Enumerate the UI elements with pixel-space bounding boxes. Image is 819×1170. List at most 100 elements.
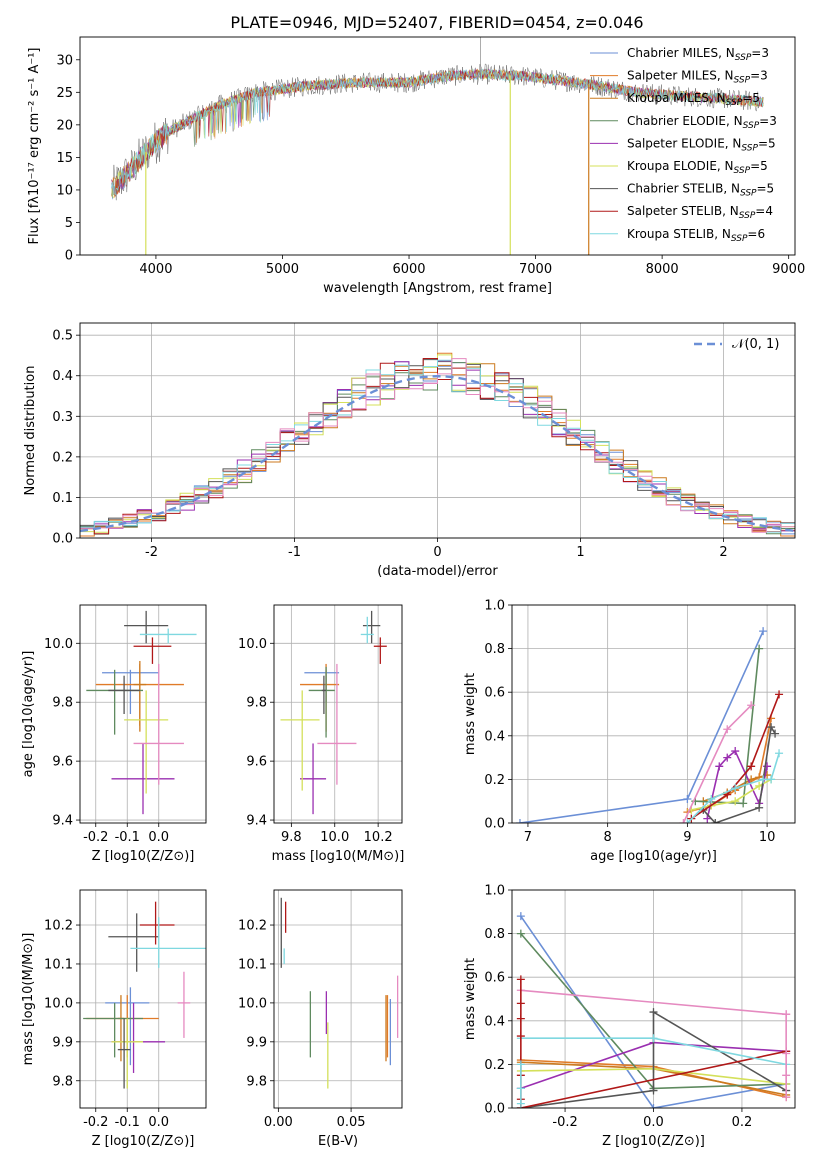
plot-area: [86, 610, 197, 815]
mass-weight-vs-age-panel: 7 8 9 10 0.0 0.2 0.4 0.6 0.8 1.0 age [log10(age/yr…: [463, 599, 796, 864]
axes-frame: [79, 322, 796, 539]
x-tick-label: 6000: [392, 262, 425, 277]
axes-frame: [79, 36, 796, 256]
y-tick-label: 0: [65, 249, 73, 264]
x-axis-label: Z [log10(Z/Z⊙)]: [602, 1134, 705, 1149]
x-axis-label: Z [log10(Z/Z⊙)]: [92, 849, 195, 864]
plot-area: [111, 37, 764, 255]
legend-label-count: =3: [750, 69, 768, 83]
marker-plus: [755, 644, 764, 653]
legend-label-subscript: SSP: [734, 76, 751, 86]
y-tick-label: 9.9: [52, 1035, 73, 1050]
y-tick-label: 0.6: [484, 971, 505, 986]
y-tick-label: 0.2: [52, 450, 73, 465]
marker-plus: [767, 723, 776, 732]
y-tick-label: 0.6: [484, 686, 505, 701]
legend-label-count: =5: [750, 159, 768, 173]
mass-weight-line: [520, 1050, 787, 1108]
marker-plus: [516, 999, 525, 1008]
x-tick-label: 0.0: [643, 1115, 664, 1130]
x-tick-label: 2: [719, 545, 727, 560]
x-tick-label: 1: [576, 545, 584, 560]
age-vs-mass-panel: 9.8 10.0 10.2 9.4 9.6 9.8 10.0 mass [log10(M/M⊙…: [238, 604, 404, 864]
plot-area: [83, 901, 206, 1089]
y-tick-label: 15: [56, 151, 73, 166]
axes-frame: [273, 604, 403, 824]
x-tick-label: -2: [145, 545, 158, 560]
legend-label: Chabrier STELIB, NSSP=5: [627, 182, 774, 199]
legend-label-text: Salpeter MILES, N: [627, 69, 734, 83]
x-tick-label: 7000: [519, 262, 552, 277]
x-tick-label: 4000: [139, 262, 172, 277]
y-tick-label: 0.4: [52, 369, 73, 384]
y-tick-label: 0.3: [52, 410, 73, 425]
figure-title: PLATE=0946, MJD=52407, FIBERID=0454, z=0…: [230, 13, 643, 32]
y-axis-label: age [log10(age/yr)]: [21, 651, 36, 778]
marker-plus: [515, 819, 524, 823]
y-tick-label: 0.8: [484, 927, 505, 942]
marker-plus: [683, 819, 692, 823]
legend-label-count: =5: [758, 136, 776, 150]
spectrum-line: [111, 68, 764, 197]
y-axis-label: mass [log10(M/M⊙)]: [21, 933, 36, 1066]
marker-plus: [715, 762, 724, 771]
legend-label: Salpeter ELODIE, NSSP=5: [627, 136, 776, 153]
x-tick-label: 7: [524, 830, 532, 845]
marker-plus: [516, 1060, 525, 1069]
marker-plus: [516, 1084, 525, 1093]
y-axis-label: Flux [fλ10⁻¹⁷ erg cm⁻² s⁻¹ A⁻¹]: [27, 48, 42, 245]
y-tick-label: 0.0: [52, 532, 73, 547]
y-tick-label: 10.1: [44, 957, 73, 972]
marker-plus: [649, 1008, 658, 1017]
y-tick-label: 9.4: [52, 814, 73, 829]
marker-plus: [649, 1086, 658, 1095]
legend-label-subscript: SSP: [741, 143, 758, 153]
legend-label-count: =5: [757, 182, 775, 196]
mass-weight-line: [686, 752, 780, 823]
legend-label-text: Chabrier STELIB, N: [627, 182, 740, 196]
y-tick-label: 25: [56, 86, 73, 101]
legend-label: Salpeter MILES, NSSP=3: [627, 69, 768, 86]
x-tick-label: 10: [759, 830, 776, 845]
y-axis-label: Normed distribution: [23, 366, 38, 496]
legend-label: Kroupa ELODIE, NSSP=5: [627, 159, 768, 176]
y-tick-label: 1.0: [484, 884, 505, 899]
x-tick-label: 9000: [772, 262, 805, 277]
y-tick-label: 30: [56, 53, 73, 68]
marker-plus: [775, 749, 784, 758]
normal-curve: [80, 374, 795, 533]
y-axis-label: mass weight: [463, 673, 478, 755]
residual-histogram-panel: -2 -1 0 1 2 0.0 0.1 0.2 0.3 0.4 0.5 (data-model)/er…: [23, 322, 796, 579]
x-tick-label: -0.2: [83, 1115, 108, 1130]
marker-plus: [775, 690, 784, 699]
y-tick-label: 0.0: [484, 1102, 505, 1117]
marker-plus: [516, 1099, 525, 1108]
marker-plus: [723, 725, 732, 734]
y-tick-label: 10.0: [44, 637, 73, 652]
marker-plus: [782, 1049, 791, 1058]
plot-area: [280, 610, 387, 815]
marker-plus: [723, 753, 732, 762]
x-tick-label: -0.1: [115, 830, 140, 845]
marker-plus: [731, 784, 740, 793]
age-vs-metallicity-panel: -0.2 -0.1 0.0 9.4 9.6 9.8 10.0 Z [log10(Z/Z⊙)] a…: [21, 604, 207, 864]
y-tick-label: 10: [56, 183, 73, 198]
y-tick-label: 10.2: [44, 919, 73, 934]
spectrum-line: [111, 69, 764, 198]
x-axis-label: age [log10(age/yr)]: [590, 849, 717, 864]
marker-plus: [516, 975, 525, 984]
x-tick-label: -0.2: [552, 1115, 577, 1130]
x-axis-label: (data-model)/error: [377, 564, 498, 579]
mass-weight-line: [520, 989, 787, 1016]
legend-label-text: Chabrier MILES, N: [627, 46, 735, 60]
marker-plus: [755, 803, 764, 812]
spectrum-line: [111, 68, 764, 197]
x-tick-label: 9: [683, 830, 691, 845]
marker-plus: [731, 747, 740, 756]
legend-label: Kroupa MILES, NSSP=5: [627, 91, 760, 108]
legend-label: Chabrier MILES, NSSP=3: [627, 46, 769, 63]
marker-plus: [782, 1010, 791, 1019]
legend-label-subscript: SSP: [731, 234, 748, 244]
y-tick-label: 0.0: [484, 817, 505, 832]
legend-label-text: Salpeter ELODIE, N: [627, 136, 741, 150]
